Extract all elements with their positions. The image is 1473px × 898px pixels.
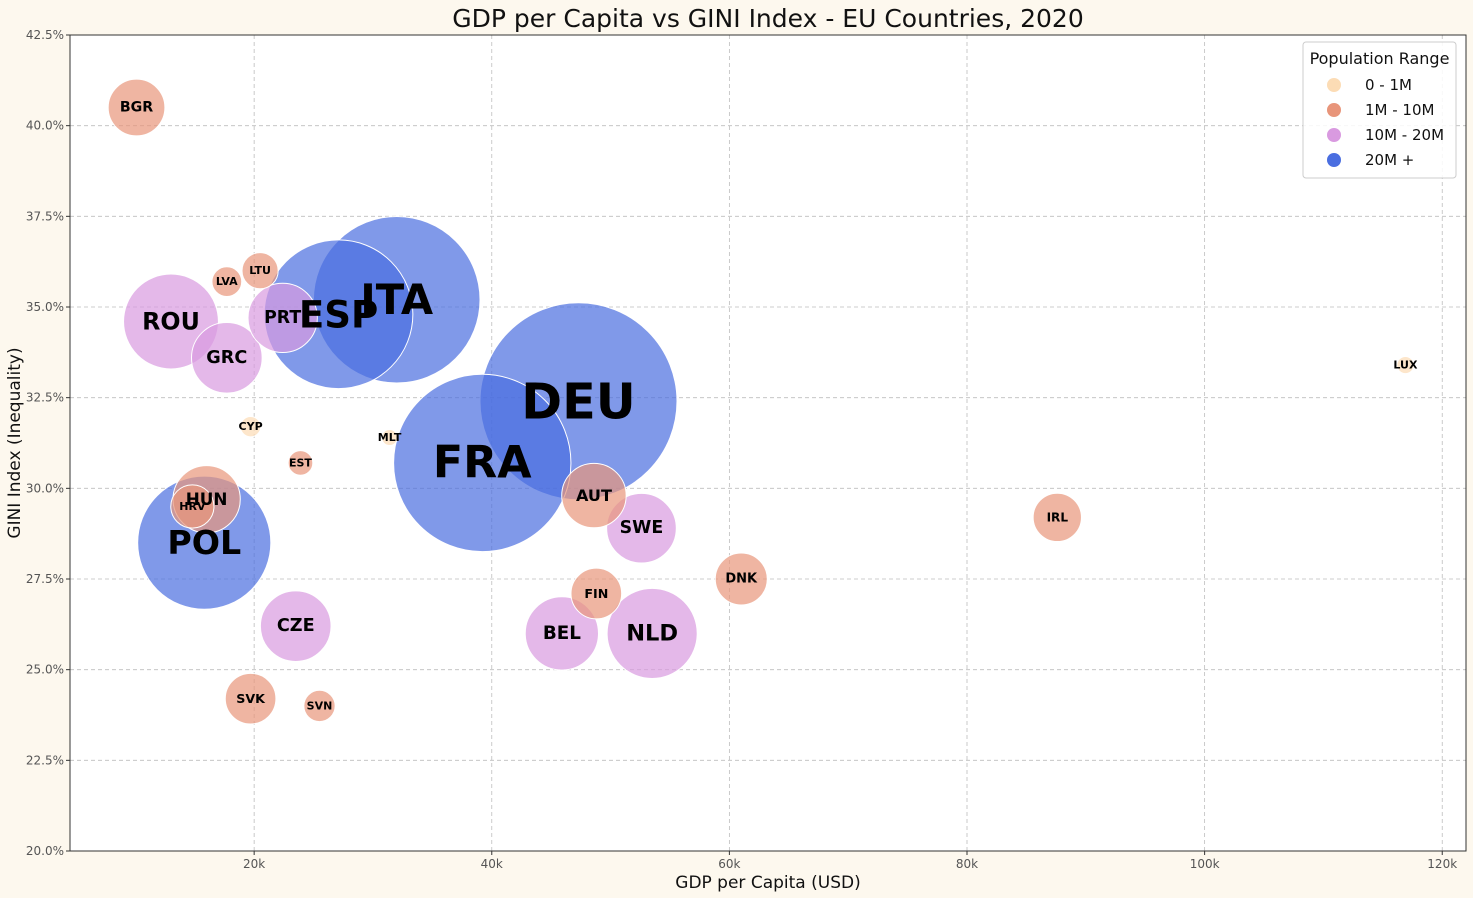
bubble-grc	[190, 321, 263, 394]
legend-marker	[1327, 128, 1341, 142]
bubble-label-fin: FIN	[584, 586, 608, 601]
bubble-label-hun: HUN	[186, 489, 228, 509]
bubble-label-aut: AUT	[576, 486, 612, 505]
bubble-svn	[303, 689, 336, 723]
y-tick-label: 37.5%	[26, 209, 64, 223]
legend-marker	[1327, 103, 1341, 117]
y-tick-label: 27.5%	[26, 572, 64, 586]
bubble-label-hrv: HRV	[179, 500, 206, 513]
bubble-lva	[211, 266, 243, 298]
x-tick-label: 40k	[481, 857, 503, 871]
y-tick-label: 35.0%	[26, 300, 64, 314]
bubble-label-dnk: DNK	[725, 572, 758, 587]
bubble-label-esp: ESP	[299, 292, 378, 336]
bubble-lux	[1396, 355, 1415, 375]
x-tick-label: 60k	[718, 857, 740, 871]
legend-label: 20M +	[1365, 151, 1414, 169]
grid-layer	[70, 34, 1466, 852]
bubble-label-grc: GRC	[206, 348, 247, 368]
plot-area	[70, 35, 1466, 851]
bubble-label-bgr: BGR	[120, 100, 153, 116]
bubble-label-ltu: LTU	[249, 264, 271, 277]
bubble-svk	[224, 672, 277, 725]
legend-marker	[1327, 153, 1341, 167]
bubble-irl	[1032, 492, 1082, 542]
legend-entries: 0 - 1M 1M - 10M 10M - 20M 20M +	[1327, 76, 1444, 169]
bubble-layer	[107, 78, 1415, 725]
bubble-est	[287, 450, 314, 476]
bubble-label-svn: SVN	[307, 699, 333, 712]
bubble-label-ita: ITA	[360, 275, 434, 324]
bubble-label-pol: POL	[167, 523, 241, 562]
y-tick-label: 32.5%	[26, 391, 64, 405]
bubble-cyp	[239, 415, 262, 438]
legend-title: Population Range	[1310, 49, 1450, 68]
bubble-label-mlt: MLT	[378, 431, 402, 444]
bubble-hrv	[170, 484, 215, 529]
legend-label: 10M - 20M	[1365, 126, 1444, 144]
chart-title: GDP per Capita vs GINI Index - EU Countr…	[452, 4, 1083, 33]
bubble-mlt	[381, 429, 399, 447]
x-tick-label: 120k	[1427, 857, 1457, 871]
bubble-dnk	[714, 552, 768, 606]
y-tick-label: 25.0%	[26, 663, 64, 677]
legend: Population Range 0 - 1M 1M - 10M 10M - 20M…	[1302, 41, 1457, 179]
legend-label: 0 - 1M	[1365, 76, 1412, 94]
tick-layer: 20k 40k 60k 80k 100k 120k 20.0% 22.5% 25.0% 27.5%…	[26, 28, 1467, 871]
x-tick-label: 80k	[956, 857, 978, 871]
bubble-label-lux: LUX	[1393, 359, 1418, 372]
y-tick-label: 42.5%	[26, 28, 64, 42]
legend-marker	[1327, 78, 1341, 92]
y-tick-label: 40.0%	[26, 119, 64, 133]
bubble-aut	[561, 462, 627, 529]
y-tick-label: 30.0%	[26, 481, 64, 495]
bubble-fin	[570, 567, 623, 620]
bubble-ltu	[241, 252, 279, 290]
bubble-nld	[606, 587, 698, 679]
bubble-label-rou: ROU	[142, 308, 200, 336]
legend-label: 1M - 10M	[1365, 101, 1434, 119]
bubble-label-bel: BEL	[543, 623, 581, 644]
bubble-label-deu: DEU	[521, 372, 636, 430]
bubble-label-cyp: CYP	[239, 420, 263, 433]
bubble-bgr	[107, 78, 166, 137]
bubble-swe	[606, 492, 677, 564]
bubble-label-irl: IRL	[1047, 510, 1069, 524]
y-tick-label: 20.0%	[26, 844, 64, 858]
y-axis-title: GINI Index (Inequality)	[5, 347, 25, 538]
bubble-label-swe: SWE	[620, 518, 664, 538]
bubble-label-svk: SVK	[236, 691, 266, 706]
legend-box	[1302, 41, 1457, 179]
bubble-bel	[524, 596, 599, 671]
bubble-label-est: EST	[289, 456, 312, 469]
x-axis-title: GDP per Capita (USD)	[675, 873, 860, 893]
bubble-label-fra: FRA	[433, 437, 532, 488]
x-tick-label: 100k	[1190, 857, 1220, 871]
bubble-label-nld: NLD	[626, 620, 678, 646]
bubble-label-lva: LVA	[216, 275, 238, 288]
bubble-label-cze: CZE	[277, 616, 315, 636]
plot-frame	[69, 34, 1467, 852]
bubble-prt	[247, 282, 318, 354]
bubble-cze	[259, 590, 332, 662]
y-tick-label: 22.5%	[26, 753, 64, 767]
bubble-label-prt: PRT	[264, 308, 301, 328]
x-tick-label: 20k	[243, 857, 265, 871]
bubble-fra	[393, 373, 572, 553]
